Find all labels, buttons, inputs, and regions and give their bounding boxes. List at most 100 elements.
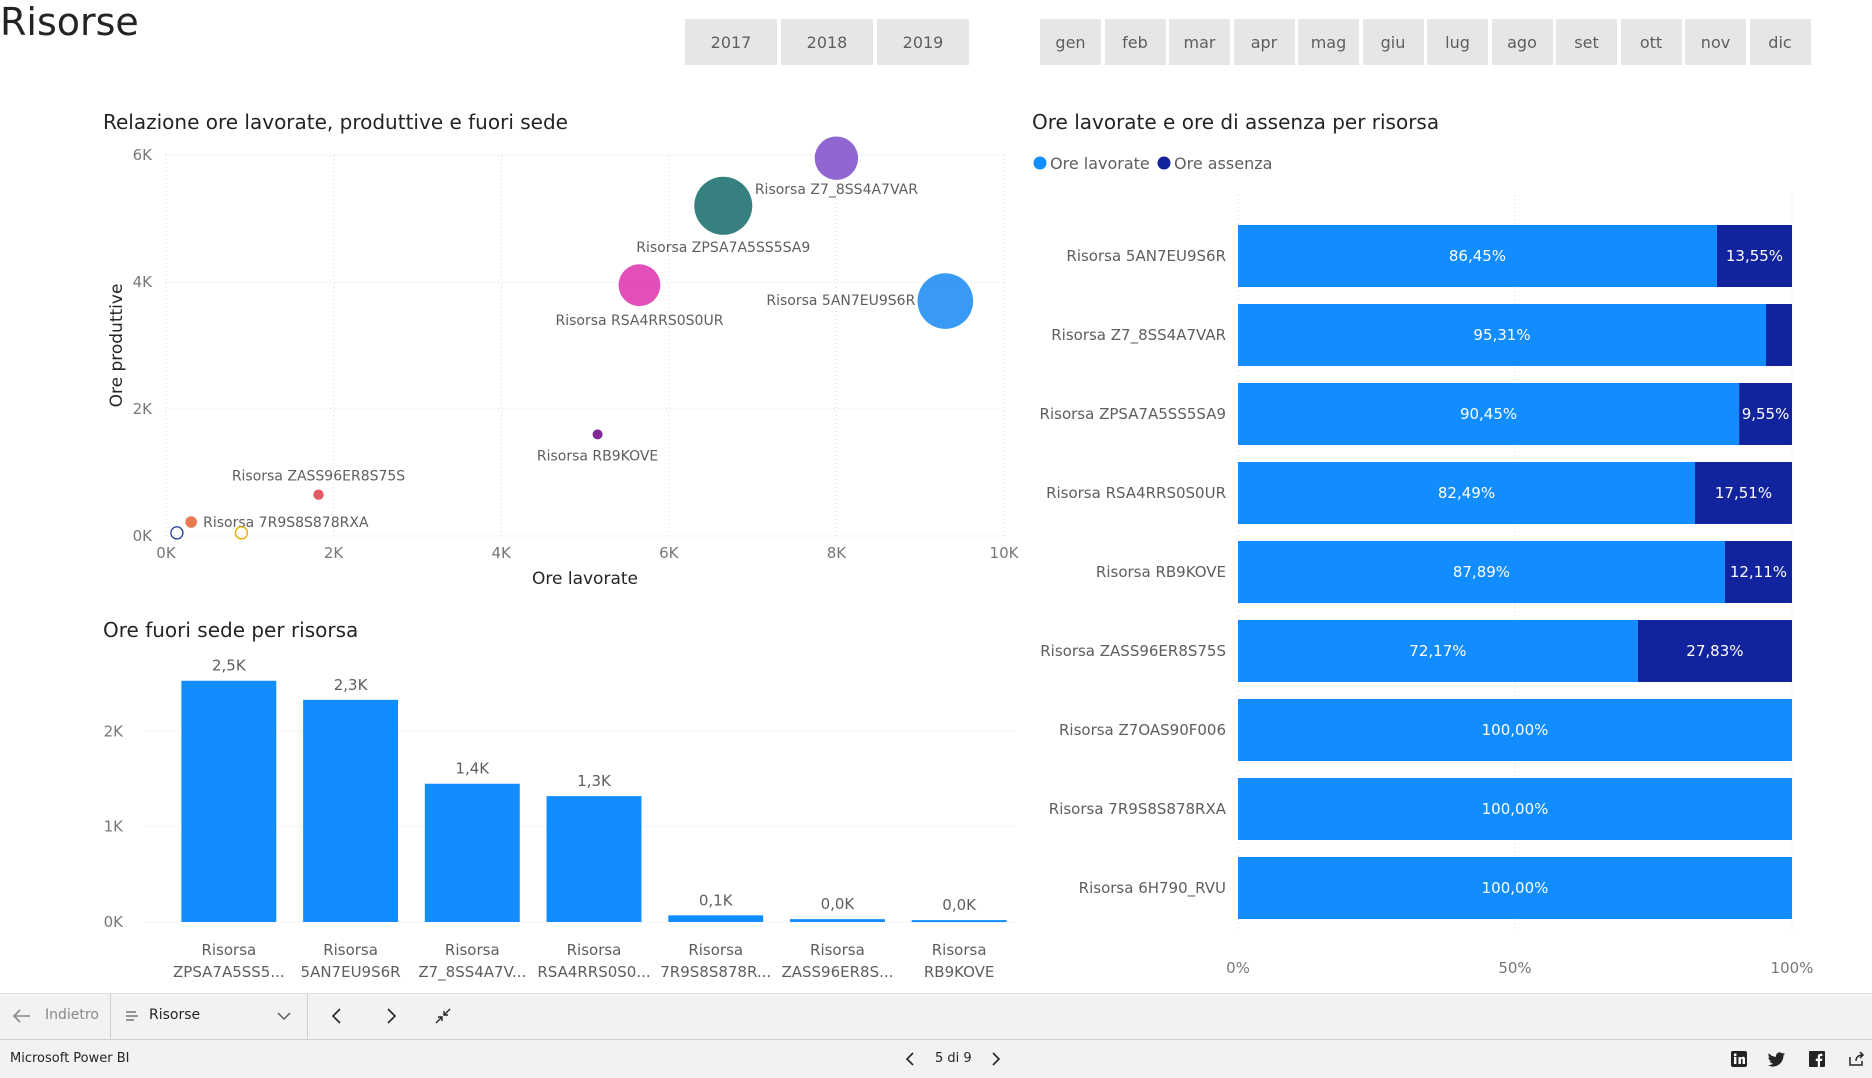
scatter-chart-title: Relazione ore lavorate, produttive e fuo… [103, 110, 568, 134]
back-button[interactable]: Indietro [45, 1007, 99, 1023]
twitter-icon[interactable] [1768, 1051, 1786, 1067]
legend-label[interactable]: Ore assenza [1174, 154, 1272, 173]
stacked-category-label: Risorsa Z7_8SS4A7VAR [1051, 326, 1226, 345]
bar-category-label: Risorsa [445, 941, 500, 959]
stacked-bar-segment[interactable] [1637, 620, 1792, 682]
x-tick-label: 0% [1226, 959, 1250, 977]
page-counter: 5 di 9 [935, 1051, 972, 1066]
scatter-point[interactable] [592, 429, 603, 440]
year-button-2019[interactable]: 2019 [877, 19, 969, 65]
bar[interactable] [789, 919, 885, 922]
month-button-mar[interactable]: mar [1169, 19, 1230, 65]
scatter-point[interactable] [694, 176, 753, 235]
chevron-down-icon[interactable] [276, 1010, 292, 1022]
stacked-category-label: Risorsa 7R9S8S878RXA [1049, 800, 1227, 818]
year-button-2018[interactable]: 2018 [781, 19, 873, 65]
stacked-bar-label: 27,83% [1686, 642, 1743, 660]
month-button-apr[interactable]: apr [1233, 19, 1295, 65]
stacked-bar-label: 86,45% [1449, 247, 1506, 265]
year-button-2017[interactable]: 2017 [685, 19, 777, 65]
stacked-category-label: Risorsa 5AN7EU9S6R [1066, 247, 1226, 265]
linkedin-icon[interactable] [1731, 1051, 1747, 1067]
share-icon[interactable] [1848, 1051, 1866, 1067]
month-button-mag[interactable]: mag [1298, 19, 1359, 65]
stacked-bar-segment[interactable] [1739, 383, 1792, 445]
bar[interactable] [668, 915, 764, 922]
month-button-dic[interactable]: dic [1749, 19, 1811, 65]
stacked-bar-segment[interactable] [1238, 383, 1740, 445]
stacked-bar-segment[interactable] [1238, 778, 1792, 840]
month-button-feb[interactable]: feb [1104, 19, 1166, 65]
y-tick-label: 1K [104, 818, 125, 836]
stacked-category-label: Risorsa ZPSA7A5SS5SA9 [1040, 405, 1226, 423]
stacked-bar-segment[interactable] [1238, 699, 1792, 761]
stacked-bar-label: 82,49% [1438, 484, 1495, 502]
stacked-bar-segment[interactable] [1716, 225, 1792, 287]
prev-page-icon[interactable] [904, 1051, 916, 1067]
stacked-bar-segment[interactable] [1238, 225, 1717, 287]
month-button-set[interactable]: set [1556, 19, 1617, 65]
stacked-bar-label: 12,11% [1730, 563, 1787, 581]
scatter-plot-area: 0K 2K 4K 6K 8K 10K 0K 2K 4K 6K Ore lavorate Ore pro… [107, 136, 1020, 589]
month-button-ott[interactable]: ott [1620, 19, 1682, 65]
month-button-gen[interactable]: gen [1040, 19, 1101, 65]
month-button-lug[interactable]: lug [1427, 19, 1488, 65]
x-tick-label: 4K [492, 544, 513, 562]
collapse-icon[interactable] [434, 1007, 452, 1025]
next-page-icon[interactable] [384, 1006, 398, 1026]
stacked-bar-segment[interactable] [1238, 857, 1792, 919]
bar-chart: 0K 1K 2K 2,5K Risorsa ZPSA7A5SS5... 2,3K Risors… [104, 657, 1018, 982]
stacked-bar-segment[interactable] [1724, 541, 1792, 603]
y-axis-label: Ore produttive [107, 284, 127, 408]
bar[interactable] [303, 699, 399, 922]
scatter-point[interactable] [313, 489, 324, 500]
prev-page-icon[interactable] [330, 1006, 344, 1026]
stacked-bar-segment[interactable] [1238, 462, 1695, 524]
stacked-bar-chart: Ore lavorate Ore assenza 0% 50% 100% Risorsa … [1033, 154, 1813, 977]
stacked-bar-segment[interactable] [1238, 541, 1725, 603]
stacked-bar-segment[interactable] [1694, 462, 1792, 524]
bar[interactable] [546, 796, 642, 922]
scatter-point[interactable] [234, 526, 249, 540]
bar-data-label: 1,4K [455, 760, 490, 778]
bar-data-label: 0,0K [821, 895, 856, 913]
scatter-point[interactable] [185, 516, 197, 528]
stacked-bar-segment[interactable] [1766, 304, 1792, 366]
back-arrow-icon[interactable] [12, 1008, 32, 1024]
month-button-ago[interactable]: ago [1491, 19, 1553, 65]
next-page-icon[interactable] [990, 1051, 1002, 1067]
page-title: Risorse [0, 0, 139, 44]
y-tick-label: 6K [133, 146, 154, 164]
page-select[interactable]: Risorse [149, 1007, 201, 1023]
bar[interactable] [181, 680, 277, 922]
stacked-bar-label: 87,89% [1453, 563, 1510, 581]
scatter-point[interactable] [917, 273, 974, 329]
stacked-bar-label: 95,31% [1473, 326, 1530, 344]
bar[interactable] [424, 783, 520, 922]
stacked-bar-label: 17,51% [1715, 484, 1772, 502]
bar-category-label: Risorsa [567, 941, 622, 959]
legend-label[interactable]: Ore lavorate [1050, 154, 1150, 173]
scatter-point[interactable] [814, 136, 859, 180]
bar-data-label: 0,0K [942, 896, 977, 914]
scatter-point[interactable] [170, 526, 184, 540]
y-tick-label: 2K [133, 400, 154, 418]
month-button-nov[interactable]: nov [1685, 19, 1746, 65]
scatter-point[interactable] [618, 264, 661, 307]
bar-category-label: ZASS96ER8S... [781, 963, 893, 981]
scatter-point-label: Risorsa RSA4RRS0S0UR [556, 313, 724, 329]
x-tick-label: 0K [156, 544, 177, 562]
app-name: Microsoft Power BI [10, 1051, 130, 1066]
x-axis-label: Ore lavorate [532, 569, 638, 589]
stacked-bar-label: 100,00% [1482, 721, 1549, 739]
bar[interactable] [911, 920, 1007, 923]
stacked-bar-segment[interactable] [1238, 304, 1767, 366]
stacked-bar-segment[interactable] [1238, 620, 1638, 682]
scatter-point-label: Risorsa 7R9S8S878RXA [203, 515, 369, 531]
bar-category-label: RSA4RRS0S0... [537, 963, 650, 981]
bar-data-label: 1,3K [577, 772, 612, 790]
month-button-giu[interactable]: giu [1362, 19, 1424, 65]
stacked-category-label: Risorsa 6H790_RVU [1079, 879, 1226, 898]
list-icon [126, 1011, 138, 1021]
facebook-icon[interactable] [1809, 1051, 1825, 1067]
